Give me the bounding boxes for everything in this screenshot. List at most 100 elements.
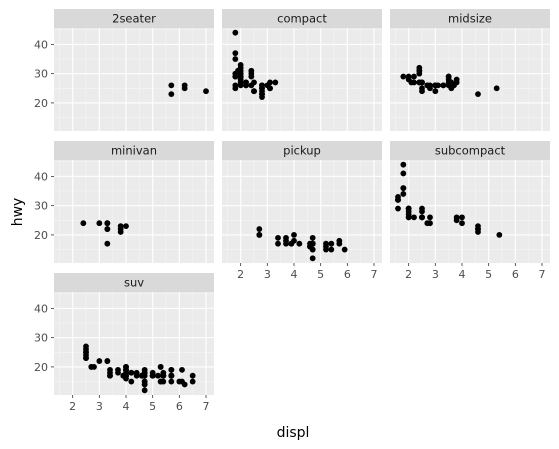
facet-strip-label: minivan [111, 144, 157, 158]
y-axis-title: hwy [10, 198, 26, 227]
data-point [160, 378, 167, 385]
data-point [323, 240, 329, 247]
facet-strip [390, 9, 550, 28]
data-point [179, 366, 185, 373]
facet-strip-label: midsize [448, 12, 492, 26]
y-tick-label: 40 [34, 38, 48, 51]
data-point [141, 381, 148, 388]
panel-background [390, 28, 550, 131]
data-point [237, 76, 244, 83]
data-point [453, 76, 460, 83]
data-point [91, 364, 97, 370]
data-point [237, 70, 244, 77]
data-point [104, 240, 111, 247]
panel-background [390, 160, 550, 263]
data-point [232, 85, 239, 92]
data-point [128, 378, 135, 385]
data-point [416, 79, 423, 86]
data-point [243, 79, 249, 86]
data-point [291, 237, 297, 244]
y-tick-label: 30 [34, 200, 48, 213]
data-point [475, 91, 481, 98]
x-tick-label: 2 [405, 268, 412, 281]
data-point [272, 79, 279, 86]
data-point [189, 378, 196, 385]
x-axis-title: displ [277, 425, 310, 441]
panel-background [222, 28, 382, 131]
data-point [256, 226, 263, 232]
data-point [232, 56, 239, 62]
data-point [168, 91, 175, 98]
data-point [427, 220, 433, 227]
data-point [309, 255, 316, 262]
data-point [117, 223, 124, 230]
panel-background [54, 292, 214, 395]
x-tick-label: 6 [176, 400, 183, 413]
data-point [496, 232, 503, 238]
facet-strip-label: subcompact [435, 144, 506, 158]
x-tick-label: 2 [237, 268, 244, 281]
data-point [128, 369, 135, 376]
data-point [248, 67, 255, 74]
y-tick-label: 30 [34, 332, 48, 345]
data-point [400, 191, 407, 197]
x-tick-label: 7 [539, 268, 546, 281]
y-tick-label: 20 [34, 361, 48, 374]
facet-strip-label: pickup [283, 144, 321, 158]
facet-panel-minivan: minivan 20 30 40 [34, 141, 214, 263]
data-point [83, 346, 89, 353]
data-point [445, 76, 452, 83]
data-point [400, 161, 407, 168]
data-point [104, 220, 111, 227]
data-point [256, 232, 263, 238]
data-point [411, 214, 417, 221]
data-point [96, 220, 103, 227]
x-tick-label: 3 [96, 400, 103, 413]
facet-strip [222, 141, 382, 160]
data-point [336, 237, 343, 244]
data-point [157, 364, 164, 370]
data-point [419, 214, 425, 221]
data-point [291, 232, 297, 238]
x-tick-label: 4 [123, 400, 130, 413]
data-point [419, 205, 425, 212]
data-point [275, 240, 281, 247]
data-point [419, 88, 425, 95]
data-point [328, 240, 335, 247]
x-tick-label: 6 [344, 268, 351, 281]
data-point [309, 240, 316, 247]
data-point [405, 73, 412, 80]
data-point [259, 94, 265, 100]
data-point [203, 88, 209, 95]
data-point [115, 369, 121, 376]
data-point [416, 67, 423, 74]
data-point [408, 79, 415, 86]
panel-background [222, 160, 382, 263]
y-tick-label: 30 [34, 68, 48, 81]
data-point [160, 372, 167, 379]
data-point [341, 246, 348, 253]
facet-strip [54, 9, 214, 28]
data-point [123, 366, 129, 373]
data-point [155, 372, 161, 379]
data-point [83, 355, 89, 362]
data-point [328, 246, 335, 253]
data-point [232, 50, 239, 57]
data-point [181, 85, 188, 92]
data-point [251, 88, 257, 95]
data-point [432, 82, 439, 89]
x-tick-label: 3 [432, 268, 439, 281]
data-point [123, 372, 129, 379]
data-point [141, 387, 148, 394]
data-point [168, 378, 175, 385]
x-tick-label: 4 [459, 268, 466, 281]
data-point [251, 79, 257, 86]
data-point [139, 372, 145, 379]
data-point [411, 73, 417, 80]
x-tick-label: 3 [264, 268, 271, 281]
data-point [248, 73, 255, 80]
data-point [475, 226, 481, 232]
data-point [453, 217, 460, 224]
data-point [405, 214, 412, 221]
facet-strip [54, 141, 214, 160]
